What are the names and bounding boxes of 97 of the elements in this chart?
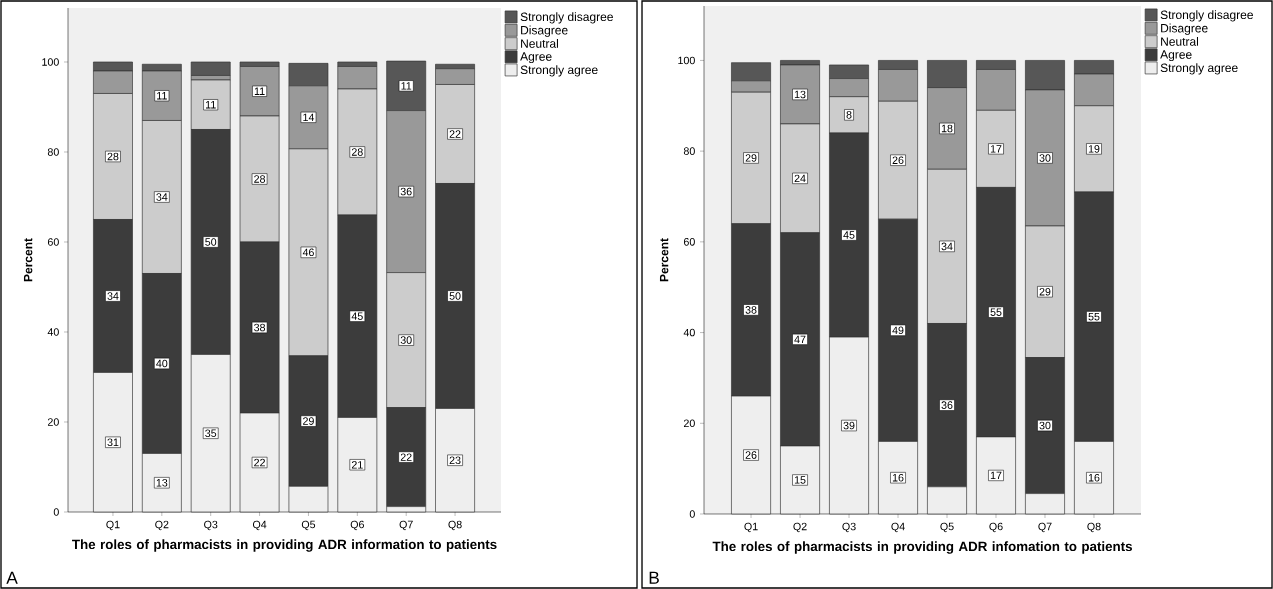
data-label: 55 bbox=[1088, 312, 1100, 321]
x-tick-label: Q4 bbox=[891, 522, 905, 533]
x-tick-label: Q6 bbox=[350, 520, 364, 531]
data-label: 46 bbox=[302, 248, 314, 257]
data-label: 26 bbox=[745, 451, 757, 459]
data-label: 31 bbox=[107, 438, 119, 447]
data-label: 18 bbox=[941, 124, 953, 133]
data-label: 35 bbox=[205, 429, 217, 438]
x-tick-label: Q5 bbox=[940, 522, 954, 533]
data-label: 24 bbox=[794, 174, 806, 183]
y-tick-label: 80 bbox=[47, 148, 59, 156]
x-tick-label: Q1 bbox=[106, 520, 120, 531]
data-label: 8 bbox=[846, 111, 852, 119]
bar bbox=[190, 61, 231, 76]
data-label: 55 bbox=[990, 308, 1002, 316]
data-label: 21 bbox=[351, 461, 363, 469]
data-label: 34 bbox=[156, 193, 168, 201]
y-tick-label: 100 bbox=[678, 56, 695, 65]
data-label: 36 bbox=[941, 401, 953, 409]
data-label: 26 bbox=[892, 156, 904, 164]
data-label: 23 bbox=[449, 456, 461, 465]
data-label: 34 bbox=[107, 292, 119, 300]
data-label: 22 bbox=[254, 458, 265, 467]
legend-label: Strongly agree bbox=[1160, 63, 1238, 75]
legend-label: Neutral bbox=[521, 38, 558, 48]
data-label: 39 bbox=[843, 421, 855, 430]
data-label: 30 bbox=[400, 336, 412, 344]
legend-label: Neutral bbox=[1161, 36, 1199, 46]
data-label: 50 bbox=[449, 292, 461, 300]
text: A bbox=[6, 571, 18, 584]
x-tick-label: Q8 bbox=[448, 520, 462, 531]
data-label: 11 bbox=[254, 87, 265, 95]
y-tick-label: 40 bbox=[683, 328, 695, 337]
data-label: 16 bbox=[1088, 473, 1100, 482]
data-label: 36 bbox=[400, 187, 412, 196]
data-label: 29 bbox=[1039, 287, 1051, 296]
x-axis-title: The roles of pharmacists in providing ADR infomation to patients bbox=[712, 541, 1132, 554]
data-label: 11 bbox=[205, 101, 216, 109]
y-tick-label: 20 bbox=[683, 419, 695, 428]
legend-label: Disagree bbox=[521, 25, 568, 37]
data-label: 13 bbox=[794, 90, 806, 99]
y-tick-label: 100 bbox=[42, 58, 59, 66]
x-tick-label: Q1 bbox=[744, 522, 758, 533]
y-tick-label: 80 bbox=[683, 147, 695, 155]
data-label: 14 bbox=[303, 113, 315, 122]
data-label: 29 bbox=[745, 154, 757, 162]
x-tick-label: Q6 bbox=[989, 522, 1003, 533]
legend-label: Disagree bbox=[1161, 23, 1208, 35]
data-label: 22 bbox=[400, 453, 412, 461]
data-label: 28 bbox=[107, 152, 119, 161]
data-label: 28 bbox=[351, 148, 363, 156]
data-label: 50 bbox=[205, 238, 217, 246]
x-tick-label: Q3 bbox=[842, 522, 856, 533]
x-tick-label: Q2 bbox=[155, 520, 169, 531]
y-tick-label: 0 bbox=[53, 508, 59, 516]
data-label: 28 bbox=[254, 175, 266, 183]
x-tick-label: Q5 bbox=[301, 520, 316, 531]
data-label: 40 bbox=[156, 359, 168, 368]
data-label: 17 bbox=[990, 145, 1002, 153]
legend-label: Strongly disagree bbox=[1160, 10, 1253, 22]
data-label: 30 bbox=[1039, 421, 1051, 430]
y-tick-label: 40 bbox=[47, 328, 59, 336]
data-label: 15 bbox=[794, 476, 806, 484]
data-label: 45 bbox=[351, 312, 363, 320]
data-label: 19 bbox=[1088, 145, 1100, 153]
data-label: 13 bbox=[156, 478, 168, 487]
y-tick-label: 0 bbox=[689, 510, 695, 518]
x-tick-label: Q2 bbox=[793, 522, 807, 533]
y-tick-label: 60 bbox=[47, 238, 59, 246]
data-label: 38 bbox=[254, 323, 266, 332]
y-axis-title: Percent bbox=[659, 238, 669, 282]
data-label: 38 bbox=[745, 306, 757, 314]
y-tick-label: 60 bbox=[683, 238, 695, 246]
legend-label: Strongly disagree bbox=[520, 12, 613, 24]
data-label: 47 bbox=[794, 335, 806, 344]
x-tick-label: Q3 bbox=[204, 520, 218, 531]
data-label: 11 bbox=[157, 92, 167, 100]
legend-label: Agree bbox=[520, 52, 552, 64]
data-label: 11 bbox=[401, 82, 412, 90]
data-label: 34 bbox=[941, 242, 953, 251]
data-label: 22 bbox=[449, 130, 461, 138]
x-tick-label: Q8 bbox=[1087, 522, 1101, 533]
text: B bbox=[649, 571, 659, 584]
legend-label: Strongly agree bbox=[520, 65, 598, 77]
x-tick-label: Q4 bbox=[252, 520, 267, 531]
data-label: 49 bbox=[892, 326, 904, 335]
x-tick-label: Q7 bbox=[1038, 522, 1052, 533]
data-label: 30 bbox=[1039, 154, 1051, 162]
data-label: 45 bbox=[843, 231, 855, 239]
x-tick-label: Q7 bbox=[399, 520, 413, 531]
data-label: 16 bbox=[892, 473, 904, 482]
legend-label: Agree bbox=[1160, 50, 1192, 62]
y-axis-title: Percent bbox=[23, 238, 33, 282]
data-label: 17 bbox=[990, 471, 1002, 480]
x-axis-title: The roles of pharmacists in providing ADR information to patients bbox=[72, 539, 497, 552]
data-label: 29 bbox=[303, 417, 314, 425]
y-tick-label: 20 bbox=[47, 418, 59, 426]
